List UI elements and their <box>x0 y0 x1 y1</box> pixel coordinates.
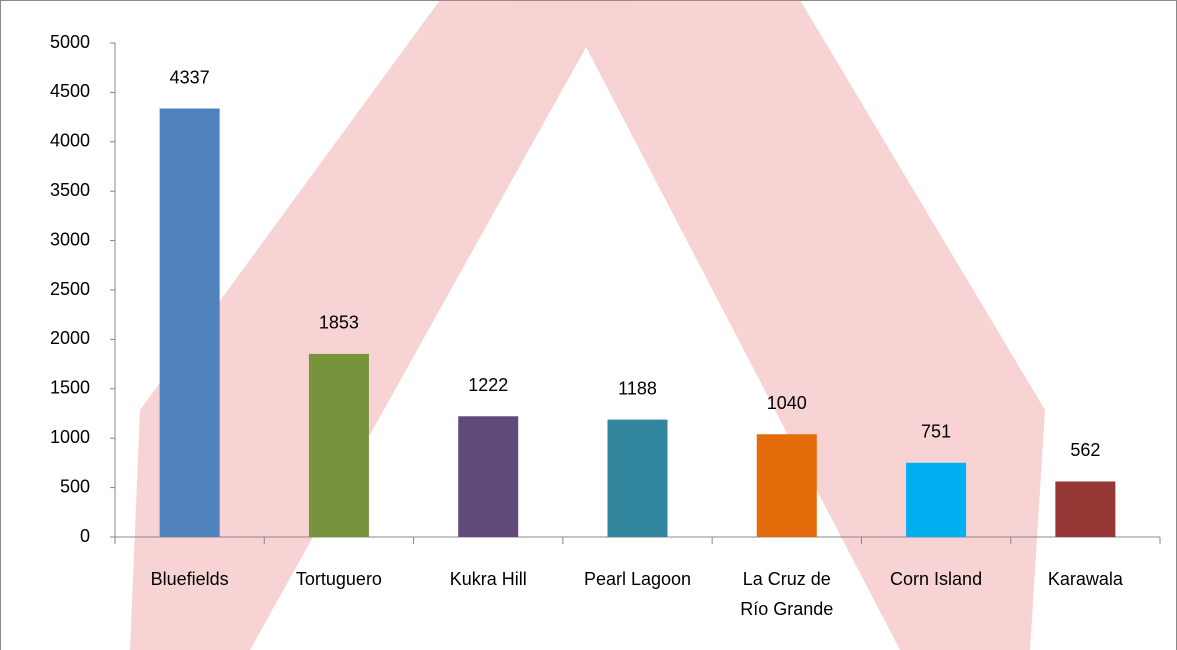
x-tick-label: Tortuguero <box>296 569 382 589</box>
bar <box>757 434 817 537</box>
bar <box>906 463 966 537</box>
chart: 0 500 1000 1500 2000 2500 3000 3500 4000 4500 5000… <box>0 0 1177 650</box>
data-label: 1853 <box>319 313 359 333</box>
bar <box>458 416 518 537</box>
data-label: 562 <box>1070 440 1100 460</box>
y-tick-label: 2500 <box>50 279 90 299</box>
bar <box>608 420 668 537</box>
y-tick-label: 1500 <box>50 378 90 398</box>
y-tick-label: 500 <box>60 476 90 496</box>
bar <box>1055 481 1115 537</box>
x-tick-label: Pearl Lagoon <box>584 569 691 589</box>
bar <box>160 109 220 537</box>
bar <box>309 354 369 537</box>
x-tick-label-line: La Cruz de <box>743 569 831 589</box>
y-tick-label: 4000 <box>50 131 90 151</box>
data-label: 1040 <box>767 393 807 413</box>
y-tick-label: 0 <box>80 526 90 546</box>
y-tick-label: 4500 <box>50 81 90 101</box>
data-label: 751 <box>921 422 951 442</box>
x-tick-label: Karawala <box>1048 569 1124 589</box>
y-tick-label: 5000 <box>50 32 90 52</box>
y-tick-label: 2000 <box>50 328 90 348</box>
y-tick-label: 3500 <box>50 180 90 200</box>
x-tick-label-line: Río Grande <box>740 599 833 619</box>
y-tick-label: 1000 <box>50 427 90 447</box>
data-label: 4337 <box>170 67 210 87</box>
x-tick-label: Corn Island <box>890 569 982 589</box>
y-tick-label: 3000 <box>50 229 90 249</box>
data-label: 1188 <box>618 378 657 398</box>
x-tick-label: Bluefields <box>151 569 229 589</box>
x-tick-label: Kukra Hill <box>450 569 527 589</box>
data-label: 1222 <box>468 375 508 395</box>
